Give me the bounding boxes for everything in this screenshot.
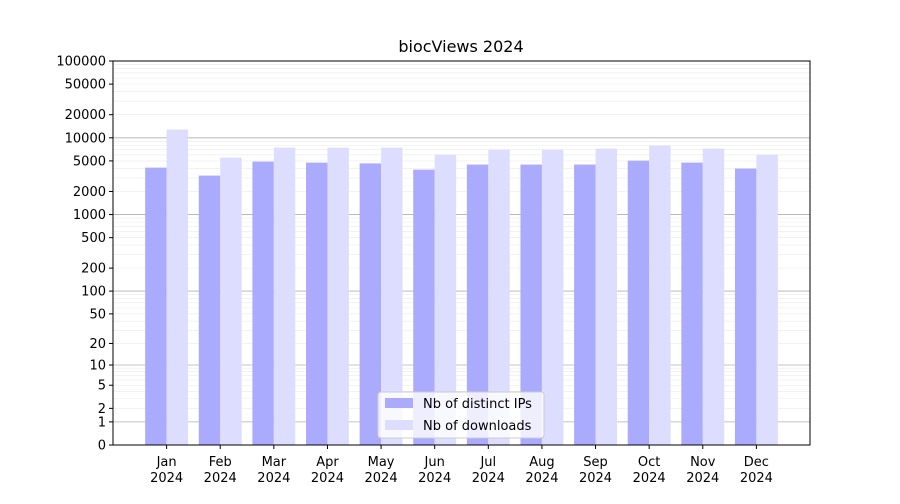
y-tick-label: 2 <box>98 402 106 417</box>
bar-downloads <box>541 149 564 446</box>
bar-distinct-ips <box>252 161 274 446</box>
y-tick-label: 5 <box>98 379 106 394</box>
x-tick-label: Jul 2024 <box>472 455 505 486</box>
y-tick-label: 1000 <box>73 208 106 223</box>
bar-downloads <box>434 154 457 446</box>
y-tick-label: 2000 <box>73 185 106 200</box>
y-tick-label: 50 <box>89 307 106 322</box>
bar-downloads <box>702 148 725 445</box>
bar-distinct-ips <box>627 160 650 445</box>
bar-distinct-ips <box>359 163 382 445</box>
y-tick-label: 20 <box>89 337 106 352</box>
bar-downloads <box>595 148 617 445</box>
bar-distinct-ips <box>520 164 542 445</box>
x-axis-ticks: Jan 2024 Feb 2024 Mar 2024 Apr 2024 May 2024 Jun 20… <box>150 445 773 486</box>
y-tick-label: 50000 <box>65 78 106 93</box>
x-tick-label: Aug 2024 <box>525 455 558 486</box>
bar-downloads <box>273 147 296 445</box>
y-tick-label: 200 <box>81 262 106 277</box>
bars <box>145 129 778 446</box>
x-tick-label: Nov 2024 <box>686 455 719 486</box>
bar-downloads <box>756 154 778 446</box>
y-tick-label: 100 <box>81 285 106 300</box>
bar-downloads <box>166 129 189 445</box>
x-tick-label: Sep 2024 <box>579 455 612 486</box>
bar-distinct-ips <box>198 175 221 445</box>
bar-downloads <box>488 149 510 446</box>
bar-downloads <box>327 147 349 445</box>
y-tick-label: 100000 <box>56 55 106 70</box>
bar-distinct-ips <box>466 164 489 445</box>
legend: Nb of distinct IPs Nb of downloads <box>377 391 545 439</box>
legend-label-downloads: Nb of downloads <box>423 419 532 434</box>
x-tick-label: May 2024 <box>365 455 398 486</box>
bar-distinct-ips <box>681 162 703 445</box>
x-tick-label: Oct 2024 <box>633 455 666 486</box>
x-tick-label: Jun 2024 <box>418 455 451 486</box>
x-tick-label: Jan 2024 <box>150 455 183 486</box>
bar-distinct-ips <box>413 169 435 446</box>
y-tick-label: 0 <box>98 439 106 454</box>
x-tick-label: Dec 2024 <box>740 455 773 486</box>
legend-swatch-downloads <box>385 420 413 430</box>
bar-downloads <box>649 145 671 445</box>
legend-label-ips: Nb of distinct IPs <box>423 397 532 412</box>
y-tick-label: 20000 <box>65 108 106 123</box>
legend-swatch-ips <box>385 398 413 408</box>
x-tick-label: Mar 2024 <box>257 455 290 486</box>
bar-distinct-ips <box>574 164 596 445</box>
bar-distinct-ips <box>734 168 757 445</box>
chart-title: biocViews 2024 <box>398 37 523 56</box>
x-tick-label: Apr 2024 <box>311 455 344 486</box>
legend-box <box>377 391 545 439</box>
y-tick-label: 500 <box>81 231 106 246</box>
y-tick-label: 5000 <box>73 154 106 169</box>
bar-downloads <box>220 157 242 445</box>
y-tick-label: 10 <box>89 359 106 374</box>
x-tick-label: Feb 2024 <box>204 455 237 486</box>
bar-downloads <box>381 147 403 445</box>
bar-distinct-ips <box>145 167 167 445</box>
axes-frame <box>112 60 811 446</box>
y-tick-label: 1 <box>98 415 106 430</box>
y-axis-ticks: 0 12 5 10 20 50 100 200 500 1000 2000 5000 10000 2000… <box>56 55 113 454</box>
y-tick-label: 10000 <box>65 131 106 146</box>
bar-distinct-ips <box>306 162 328 445</box>
